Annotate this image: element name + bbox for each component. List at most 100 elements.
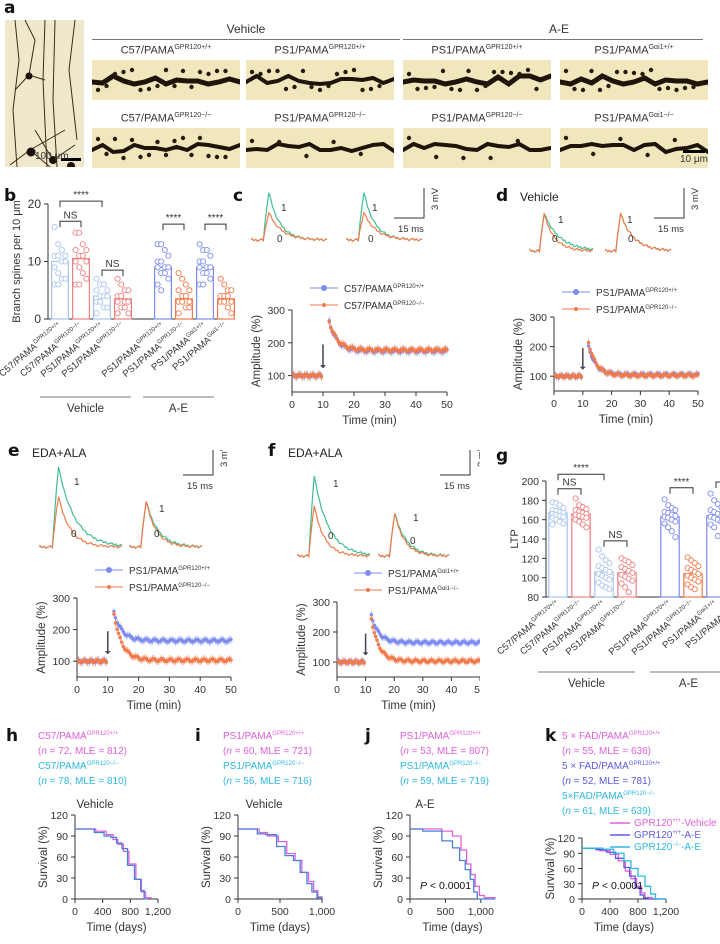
x-axis-label: Time (days) [86, 922, 146, 934]
data-point [118, 635, 122, 640]
epsp-trace-post [39, 466, 123, 549]
bar [217, 298, 235, 320]
y-axis-label: Branch spines per 10 μm [11, 200, 23, 323]
data-point [186, 304, 193, 311]
dendrite-drawing [246, 138, 394, 159]
x-tick-label: 0 [579, 906, 585, 918]
legend-label: C57/PAMAGPR120−/− [344, 301, 425, 312]
data-point [114, 310, 121, 317]
data-point [119, 640, 124, 644]
data-point [62, 252, 69, 259]
data-point [165, 275, 172, 282]
significance-bracket [557, 488, 582, 495]
y-tick-label: 90 [219, 831, 231, 843]
data-point [714, 533, 720, 540]
y-tick-label: 90 [563, 848, 575, 860]
dendritic-spine [146, 86, 152, 92]
data-point [375, 638, 379, 642]
group-label-ae: A-E [169, 403, 189, 415]
dendritic-spine [300, 68, 306, 74]
data-point [606, 568, 613, 575]
x-tick-label: 50 [692, 398, 704, 410]
panel-label-c: c [233, 186, 244, 206]
micrograph-genotype: PS1/PAMA [431, 44, 486, 57]
y-tick-label: 300 [312, 597, 330, 609]
dendritic-spine [682, 85, 688, 91]
x-tick-label: 50 [441, 399, 453, 411]
y-tick-label: 200 [521, 476, 539, 488]
x-tick-label: 10 [360, 684, 372, 696]
data-point [125, 310, 132, 317]
data-point [579, 375, 584, 380]
panel-label-i: i [195, 726, 201, 746]
x-tick-label: 20 [388, 684, 400, 696]
data-point [76, 281, 83, 288]
data-point [672, 506, 679, 514]
data-point [221, 298, 228, 305]
data-point [572, 495, 579, 502]
survival-curve [75, 828, 148, 900]
micrograph-genotype-sup: Gαi1−/− [648, 112, 674, 119]
data-point [228, 298, 235, 305]
dendritic-spine [277, 139, 282, 145]
legend-stats: (n = 78, MLE = 810) [38, 776, 127, 787]
data-point [196, 241, 203, 248]
group-line-vehicle [92, 39, 400, 40]
x-tick-label: 1,200 [653, 906, 679, 918]
significance-bracket [59, 200, 103, 208]
survival-curve [582, 847, 666, 900]
dendritic-spine [189, 152, 194, 158]
dendritic-spine [95, 136, 101, 142]
micrograph-genotype-sup: GPR120−/− [485, 112, 523, 119]
data-point [606, 560, 613, 567]
data-point [629, 562, 636, 569]
legend-stats: (n = 55, MLE = 636) [562, 746, 651, 757]
data-point [112, 612, 116, 616]
data-point [72, 246, 79, 254]
significance-bracket [557, 473, 605, 481]
scale-time-label: 15 ms [444, 481, 470, 492]
x-tick-label: 10 [577, 398, 589, 410]
data-point [595, 546, 602, 553]
y-tick-label: 0 [62, 894, 68, 906]
data-point [329, 326, 333, 330]
data-point [592, 357, 597, 361]
y-tick-label: 100 [529, 371, 547, 383]
scale-bar [183, 450, 214, 476]
y-tick-label: 140 [521, 534, 539, 546]
data-point [589, 351, 594, 356]
significance-bracket [669, 487, 694, 494]
dendritic-spine [645, 152, 650, 158]
significance-bracket [59, 220, 82, 228]
dendrite-micrograph [560, 128, 708, 168]
data-point [104, 287, 111, 294]
data-point [207, 252, 214, 259]
data-point [371, 625, 375, 629]
trace-label-post: 1 [372, 203, 378, 214]
bar [175, 298, 194, 320]
data-point [606, 576, 613, 583]
scale-time-label: 15 ms [187, 481, 213, 492]
survival-curve [238, 828, 323, 899]
dendritic-spine [657, 86, 662, 92]
legend-genotype: PS1/PAMAGPR120+/+ [400, 731, 481, 742]
data-point [207, 264, 214, 271]
data-point [203, 269, 210, 277]
data-point [369, 613, 374, 617]
y-tick-label: 60 [219, 852, 231, 864]
legend-marker [366, 588, 370, 592]
x-axis-label: Time (min) [342, 415, 397, 427]
data-point [335, 337, 339, 341]
chart-title: Vehicle [245, 799, 282, 811]
dendrite-drawing [92, 67, 240, 93]
dendritic-spine [331, 139, 336, 145]
x-tick-label: 0 [72, 906, 78, 918]
legend-marker [322, 303, 326, 307]
dendritic-spine [406, 71, 412, 77]
data-point [113, 616, 118, 620]
data-point [58, 246, 65, 254]
dendritic-spine [591, 151, 596, 157]
data-point [583, 524, 590, 531]
x-axis-label: Time (min) [381, 700, 436, 712]
data-point [319, 375, 324, 379]
